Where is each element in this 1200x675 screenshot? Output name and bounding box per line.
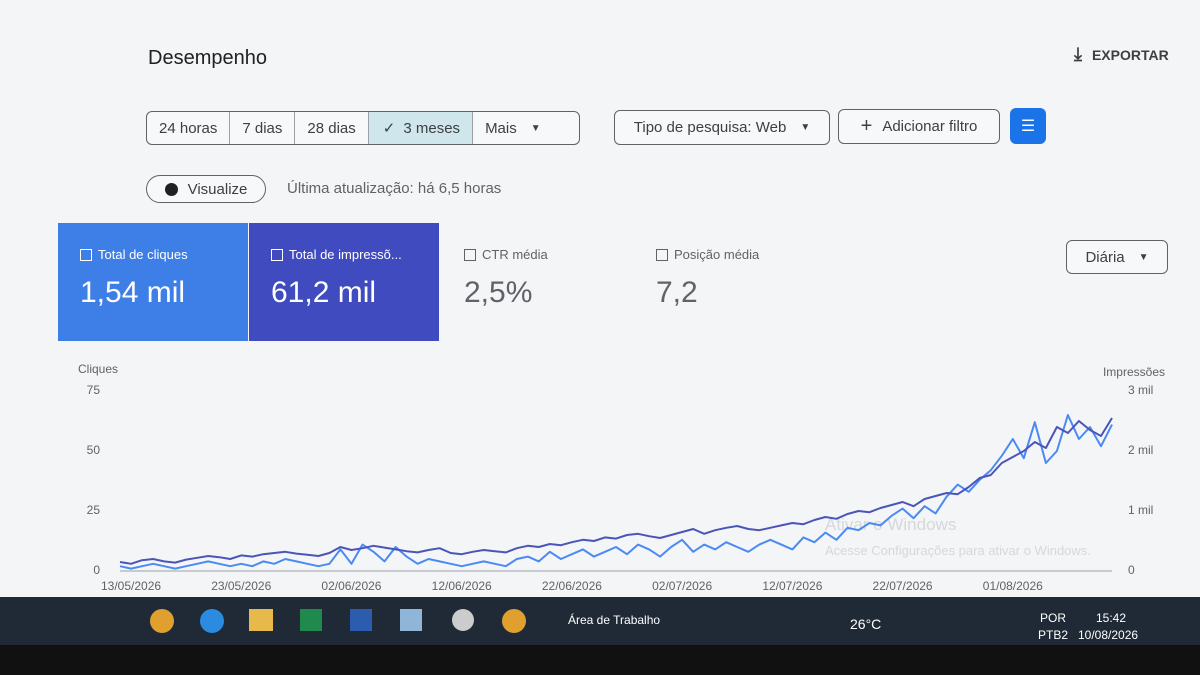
range-button[interactable]: 24 horas bbox=[147, 112, 231, 144]
metric-label: Posição média bbox=[674, 247, 760, 262]
metric-value: 1,54 mil bbox=[80, 276, 186, 309]
add-filter-button[interactable]: + Adicionar filtro bbox=[838, 109, 1000, 144]
visualize-label: Visualize bbox=[187, 180, 248, 198]
series-line bbox=[119, 414, 1113, 570]
y-tick-label: 50 bbox=[87, 443, 101, 457]
metric-label: CTR média bbox=[482, 247, 548, 262]
export-button[interactable]: ⤓ EXPORTAR bbox=[1074, 44, 1169, 64]
language[interactable]: POR bbox=[1040, 611, 1067, 625]
explorer-icon[interactable] bbox=[249, 609, 273, 631]
y2-tick-label: 3 mil bbox=[1128, 383, 1153, 397]
metric-card-clicks[interactable]: Total de cliques 1,54 mil bbox=[58, 223, 248, 341]
range-button[interactable]: Mais ▼ bbox=[485, 119, 541, 137]
x-tick-label: 02/07/2026 bbox=[652, 579, 712, 593]
date-range-group: 24 horas 7 dias 28 dias ✓ 3 meses Mais ▼ bbox=[146, 111, 580, 145]
metric-value: 61,2 mil bbox=[271, 276, 377, 309]
metric-label: Total de impressõ... bbox=[289, 247, 402, 262]
chart: Cliques Impressões Ativar o Windows Aces… bbox=[78, 362, 1165, 593]
series-line bbox=[119, 417, 1113, 565]
range-label: 3 meses bbox=[403, 119, 461, 137]
metric-card-ctr[interactable]: CTR média 2,5% bbox=[442, 223, 632, 341]
metric-value: 7,2 bbox=[656, 276, 698, 309]
metric-label: Total de cliques bbox=[98, 247, 188, 262]
x-tick-label: 13/05/2026 bbox=[101, 579, 161, 593]
y2-tick-label: 0 bbox=[1128, 563, 1135, 577]
range-button-selected[interactable]: ✓ 3 meses bbox=[368, 112, 474, 144]
last-update: Última atualização: há 6,5 horas bbox=[287, 180, 502, 197]
metric-card-position[interactable]: Posição média 7,2 bbox=[634, 223, 824, 341]
clock-time[interactable]: 15:42 bbox=[1096, 611, 1127, 625]
y-tick-label: 0 bbox=[93, 563, 100, 577]
edge-icon[interactable] bbox=[200, 609, 224, 633]
x-tick-label: 01/08/2026 bbox=[983, 579, 1043, 593]
screen-bezel bbox=[0, 645, 1200, 675]
desktop-label[interactable]: Área de Trabalho bbox=[568, 613, 661, 627]
export-label: EXPORTAR bbox=[1091, 46, 1169, 63]
x-tick-label: 23/05/2026 bbox=[211, 579, 271, 593]
y-axis-title: Cliques bbox=[78, 362, 118, 376]
metric-value: 2,5% bbox=[464, 276, 533, 309]
keyboard-layout[interactable]: PTB2 bbox=[1038, 628, 1069, 642]
excel-icon[interactable] bbox=[300, 609, 322, 631]
temperature[interactable]: 26°C bbox=[850, 616, 882, 632]
browser-icon[interactable] bbox=[150, 609, 174, 633]
filter-settings-button[interactable]: ☰ bbox=[1010, 108, 1046, 144]
x-tick-label: 22/07/2026 bbox=[873, 579, 933, 593]
y2-tick-label: 2 mil bbox=[1128, 443, 1153, 457]
y-tick-label: 25 bbox=[87, 503, 101, 517]
granularity-button[interactable]: Diária ▼ bbox=[1066, 240, 1168, 274]
add-filter-label: Adicionar filtro bbox=[882, 118, 978, 135]
search-type-label: Tipo de pesquisa: Web bbox=[633, 119, 787, 136]
x-tick-label: 12/06/2026 bbox=[432, 579, 492, 593]
y2-tick-label: 1 mil bbox=[1128, 503, 1153, 517]
range-button[interactable]: 7 dias bbox=[230, 112, 296, 144]
settings-icon[interactable] bbox=[452, 609, 474, 631]
y2-axis-title: Impressões bbox=[1103, 365, 1165, 379]
x-tick-label: 22/06/2026 bbox=[542, 579, 602, 593]
taskbar: Área de Trabalho 26°C POR PTB2 15:42 10/… bbox=[0, 597, 1200, 645]
app-icon[interactable] bbox=[400, 609, 422, 631]
page-title: Desempenho bbox=[148, 47, 267, 69]
clock-date[interactable]: 10/08/2026 bbox=[1078, 628, 1139, 642]
x-tick-label: 12/07/2026 bbox=[762, 579, 822, 593]
granularity-label: Diária bbox=[1085, 248, 1125, 266]
chrome-icon[interactable] bbox=[502, 609, 526, 633]
watermark-text: Acesse Configurações para ativar o Windo… bbox=[825, 543, 1091, 558]
x-tick-label: 02/06/2026 bbox=[321, 579, 381, 593]
range-label: Mais bbox=[485, 119, 517, 137]
word-icon[interactable] bbox=[350, 609, 372, 631]
range-button[interactable]: 28 dias bbox=[295, 112, 369, 144]
visualize-chip[interactable]: Visualize bbox=[146, 175, 266, 203]
metric-card-impressions[interactable]: Total de impressõ... 61,2 mil bbox=[249, 223, 439, 341]
y-tick-label: 75 bbox=[87, 383, 101, 397]
search-type-button[interactable]: Tipo de pesquisa: Web ▼ bbox=[614, 110, 830, 145]
